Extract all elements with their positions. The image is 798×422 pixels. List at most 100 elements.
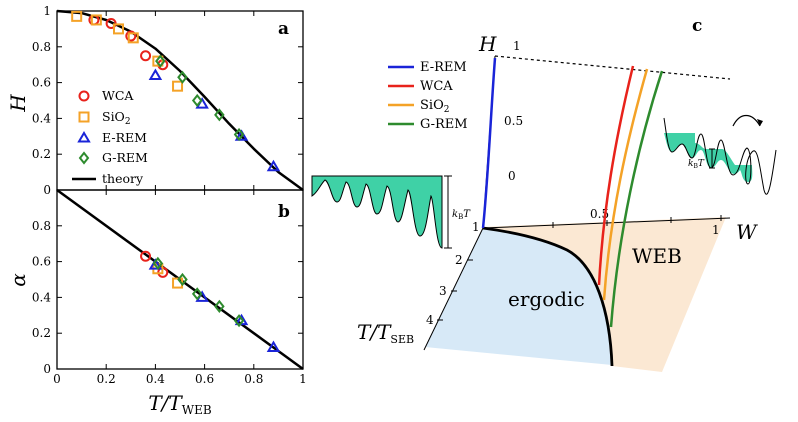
- y-tick-label-a-0: 0: [43, 183, 51, 197]
- theory-line-a: [56, 9, 304, 192]
- ergodic-boundary: [482, 226, 614, 367]
- point-a-grem-2: [191, 93, 203, 108]
- h-tick-1: 1: [513, 39, 521, 53]
- landscape-left-fill: [311, 175, 443, 249]
- t-axis: [423, 227, 484, 351]
- ergodic-label: ergodic: [508, 287, 585, 311]
- kbt-right-label: kBT: [688, 159, 705, 170]
- panel-b: 0 0.2 0.4 0.6 0.8 0 0.2 0.4 0.6 0.8 1 b α T/TWEB: [6, 188, 307, 417]
- shared-xlabel-sub: WEB: [182, 403, 212, 417]
- point-a-sio2-0: [71, 10, 83, 22]
- t-tick-label-1: 1: [472, 220, 480, 234]
- panel-b-letter: b: [278, 202, 290, 222]
- t-tick-label-4: 4: [426, 313, 434, 327]
- point-a-grem-0: [155, 54, 166, 68]
- panel-b-points: [140, 250, 281, 353]
- legend-c-sub-sio2: 2: [444, 105, 450, 115]
- point-b-wca-0: [140, 250, 152, 262]
- x-tick-label-b-2: 0.4: [146, 372, 165, 386]
- legend-label-theory: theory: [102, 171, 144, 186]
- point-a-erem-0: [148, 68, 163, 80]
- point-a-sio2-4: [152, 55, 164, 67]
- legend-item-erem: E-REM: [77, 130, 147, 145]
- x-tick-label-b-0: 0: [53, 372, 61, 386]
- point-b-grem-4: [233, 314, 245, 328]
- point-b-erem-0: [148, 258, 163, 270]
- legend-item-grem: G-REM: [78, 150, 148, 165]
- hop-arrow: [732, 114, 761, 127]
- y-tick-label-b-1: 0.2: [32, 326, 51, 340]
- legend-c-label-wca: WCA: [420, 79, 453, 94]
- panel-b-ylabel: α: [6, 273, 30, 287]
- panel-a-ylabel: H: [6, 94, 30, 113]
- panel-a-letter: a: [278, 19, 289, 39]
- y-tick-label-b-3: 0.6: [32, 255, 51, 269]
- point-b-erem-3: [266, 340, 281, 353]
- y-tick-label-a-5: 1: [43, 4, 51, 18]
- legend-marker-erem: [77, 131, 91, 143]
- web-label: WEB: [632, 244, 682, 268]
- y-tick-label-b-0: 0: [43, 362, 51, 376]
- y-tick-label-b-2: 0.4: [32, 290, 51, 304]
- x-tick-label-b-4: 0.8: [244, 372, 263, 386]
- point-a-grem-4: [233, 127, 245, 142]
- panel-a-frame: [56, 10, 304, 191]
- t-axis-label: T/TSEB: [357, 320, 414, 346]
- x-tick-label-b-5: 1: [299, 372, 307, 386]
- y-tick-label-a-3: 0.6: [32, 76, 51, 90]
- hop-arrow-head: [757, 119, 763, 126]
- t-axis-label-sub: SEB: [390, 333, 414, 346]
- legend-item-wca: WCA: [78, 88, 134, 103]
- legend-marker-grem: [78, 151, 90, 165]
- point-b-grem-3: [214, 299, 225, 313]
- legend-marker-wca: [78, 90, 90, 102]
- legend-c-label-erem: E-REM: [420, 60, 467, 75]
- legend-c-label-sio2: SiO2: [420, 98, 449, 115]
- point-a-grem-1: [177, 70, 188, 84]
- y-tick-label-b-4: 0.8: [32, 219, 51, 233]
- point-a-wca-2: [125, 30, 137, 42]
- t-tick-label-3: 3: [439, 284, 447, 298]
- point-a-sio2-5: [172, 80, 184, 92]
- panel-b-ticks: 0 0.2 0.4 0.6 0.8 0 0.2 0.4 0.6 0.8 1: [32, 190, 307, 386]
- panel-b-frame: [56, 189, 304, 370]
- panel-a-ticks: 0 0.2 0.4 0.6 0.8 1: [32, 4, 304, 197]
- legend-label-sio2: SiO2: [102, 109, 131, 127]
- h-tick-0: 0: [508, 169, 516, 183]
- shared-xlabel: T/TWEB: [148, 391, 212, 417]
- panel-c: c 1 0.5 0 0.5 1 1 2 3 4 H W T/TSEB: [311, 16, 777, 372]
- point-a-sio2-1: [90, 14, 102, 26]
- point-b-grem-2: [191, 287, 203, 301]
- y-tick-label-a-1: 0.2: [32, 147, 51, 161]
- landscape-right-illustration: kBT: [663, 114, 777, 195]
- t-tick-label-2: 2: [455, 253, 463, 267]
- w-axis-label: W: [736, 220, 758, 244]
- h-axis-label: H: [478, 32, 497, 56]
- legend-item-sio2: SiO2: [78, 109, 131, 127]
- panel-a-theory-curve: [56, 9, 304, 192]
- panel-c-legend: E-REM WCA SiO2 G-REM: [388, 60, 468, 132]
- point-b-grem-1: [177, 272, 188, 287]
- panel-c-letter: c: [692, 16, 702, 36]
- point-a-sio2-2: [113, 23, 124, 35]
- legend-marker-sio2: [78, 111, 90, 123]
- w-tick-label-one: 1: [712, 223, 720, 237]
- sio2-curve: [602, 68, 649, 301]
- y-tick-label-a-2: 0.4: [32, 111, 51, 125]
- legend-c-label-grem: G-REM: [420, 117, 468, 132]
- erem-curve: [481, 57, 497, 229]
- landscape-right-fill: [664, 133, 753, 182]
- kbt-left-label: kBT: [452, 209, 471, 221]
- landscape-right-curve: [663, 117, 777, 195]
- panel-a-legend: WCA SiO2 E-REM G-REM theory: [72, 88, 148, 186]
- legend-label-erem: E-REM: [102, 130, 147, 145]
- y-tick-label-a-4: 0.8: [32, 40, 51, 54]
- panel-a: 0 0.2 0.4 0.6 0.8 1 a H WCA SiO2 E-REM G-REM: [6, 4, 304, 197]
- point-b-grem-0: [152, 256, 164, 270]
- point-a-wca-3: [140, 50, 152, 62]
- ergodic-region: [425, 228, 612, 365]
- h-tick-half: 0.5: [504, 114, 523, 128]
- x-tick-label-b-1: 0.2: [97, 372, 116, 386]
- legend-label-grem: G-REM: [102, 150, 148, 165]
